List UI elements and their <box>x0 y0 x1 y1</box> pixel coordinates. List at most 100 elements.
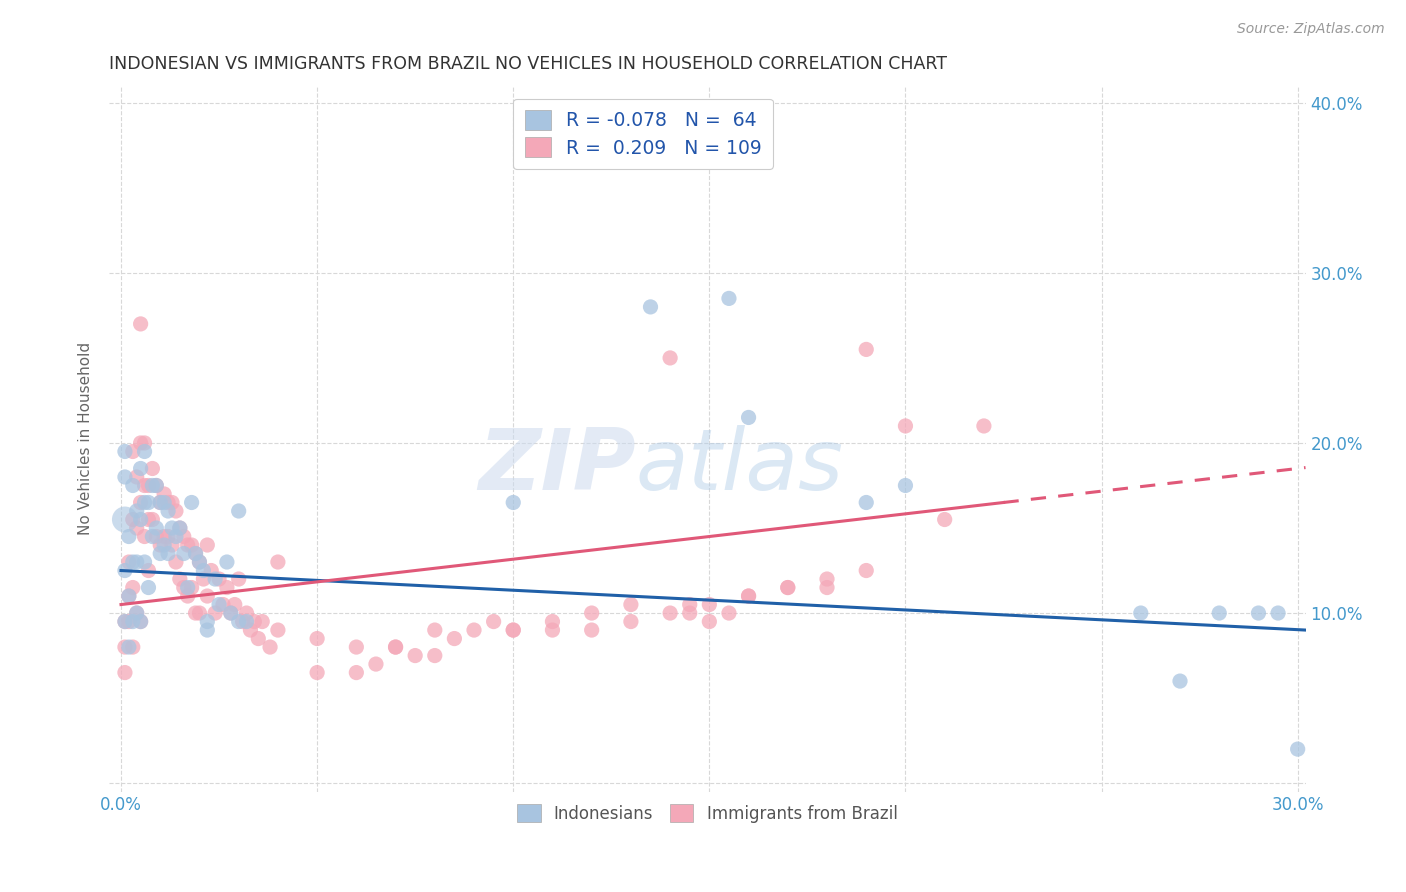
Point <box>134 444 156 458</box>
Point <box>463 623 485 637</box>
Point <box>141 512 163 526</box>
Point <box>250 615 273 629</box>
Point <box>134 529 156 543</box>
Point <box>215 555 238 569</box>
Point <box>541 615 564 629</box>
Point <box>1208 606 1230 620</box>
Point <box>307 665 329 680</box>
Point <box>620 598 643 612</box>
Point <box>239 623 262 637</box>
Point <box>228 572 250 586</box>
Point <box>267 623 290 637</box>
Point <box>259 640 281 654</box>
Point <box>184 547 207 561</box>
Point <box>121 640 143 654</box>
Point <box>195 589 218 603</box>
Point <box>153 538 176 552</box>
Point <box>776 581 799 595</box>
Point <box>134 436 156 450</box>
Point <box>208 598 231 612</box>
Point <box>145 529 167 543</box>
Point <box>114 615 136 629</box>
Point <box>219 606 242 620</box>
Point <box>149 495 172 509</box>
Point <box>894 478 917 492</box>
Point <box>157 547 180 561</box>
Point <box>502 495 524 509</box>
Point <box>208 572 231 586</box>
Point <box>160 521 183 535</box>
Point <box>165 529 187 543</box>
Point <box>129 512 152 526</box>
Point <box>118 589 141 603</box>
Point <box>121 555 143 569</box>
Point <box>204 572 226 586</box>
Point <box>973 419 995 434</box>
Point <box>129 495 152 509</box>
Point <box>114 640 136 654</box>
Point <box>173 529 195 543</box>
Point <box>267 555 290 569</box>
Point <box>184 547 207 561</box>
Point <box>141 529 163 543</box>
Point <box>235 615 257 629</box>
Point <box>149 547 172 561</box>
Point <box>404 648 426 663</box>
Point <box>855 495 877 509</box>
Point <box>180 538 202 552</box>
Point <box>138 564 160 578</box>
Point <box>699 598 721 612</box>
Point <box>141 478 163 492</box>
Point <box>134 478 156 492</box>
Point <box>149 495 172 509</box>
Point <box>384 640 406 654</box>
Point <box>114 470 136 484</box>
Point <box>502 623 524 637</box>
Point <box>1267 606 1289 620</box>
Point <box>228 615 250 629</box>
Point <box>129 615 152 629</box>
Y-axis label: No Vehicles in Household: No Vehicles in Household <box>79 343 93 535</box>
Point <box>384 640 406 654</box>
Legend: Indonesians, Immigrants from Brazil: Indonesians, Immigrants from Brazil <box>510 797 904 830</box>
Point <box>717 292 740 306</box>
Point <box>188 606 211 620</box>
Point <box>121 581 143 595</box>
Point <box>125 606 148 620</box>
Point <box>149 538 172 552</box>
Point <box>423 623 446 637</box>
Point <box>855 564 877 578</box>
Point <box>138 495 160 509</box>
Point <box>188 555 211 569</box>
Point <box>118 640 141 654</box>
Point <box>145 478 167 492</box>
Point <box>138 581 160 595</box>
Point <box>121 512 143 526</box>
Point <box>129 317 152 331</box>
Text: Source: ZipAtlas.com: Source: ZipAtlas.com <box>1237 22 1385 37</box>
Point <box>176 581 198 595</box>
Point <box>815 572 838 586</box>
Point <box>129 436 152 450</box>
Point <box>443 632 465 646</box>
Point <box>165 504 187 518</box>
Point <box>243 615 266 629</box>
Point <box>344 640 367 654</box>
Point <box>121 478 143 492</box>
Text: atlas: atlas <box>636 425 844 508</box>
Point <box>134 555 156 569</box>
Point <box>679 598 702 612</box>
Point <box>204 606 226 620</box>
Point <box>502 623 524 637</box>
Point <box>153 529 176 543</box>
Point <box>195 615 218 629</box>
Point <box>193 572 215 586</box>
Point <box>815 581 838 595</box>
Point <box>215 581 238 595</box>
Point <box>180 495 202 509</box>
Point <box>114 615 136 629</box>
Point <box>138 478 160 492</box>
Point <box>157 529 180 543</box>
Point <box>118 529 141 543</box>
Point <box>157 495 180 509</box>
